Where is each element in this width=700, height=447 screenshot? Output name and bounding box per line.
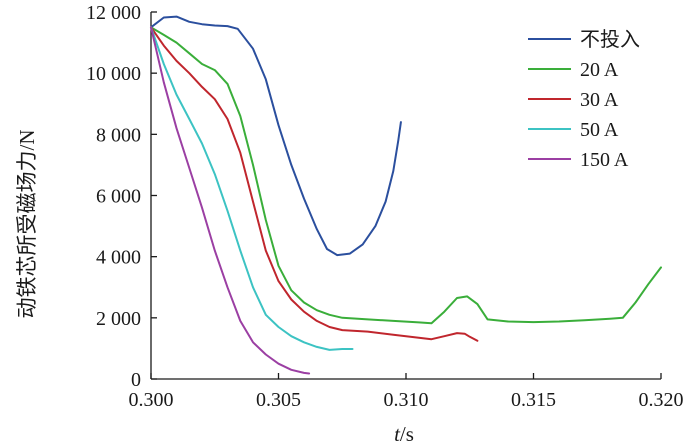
- x-tick-label: 0.305: [256, 389, 301, 411]
- series-lines: [150, 15, 662, 375]
- series-line-3: [150, 26, 354, 351]
- y-tick-label: 8 000: [96, 124, 141, 146]
- axes: [150, 11, 662, 380]
- y-tick-label: 10 000: [86, 63, 141, 85]
- series-line-4: [150, 26, 311, 375]
- legend-label: 50 A: [580, 119, 619, 141]
- y-tick-label: 4 000: [96, 247, 141, 269]
- x-axis-title-unit: /s: [400, 422, 414, 446]
- y-tick-label: 2 000: [96, 308, 141, 330]
- series-line-2: [150, 26, 479, 342]
- x-tick-label: 0.320: [639, 389, 684, 411]
- y-tick-label: 12 000: [86, 2, 141, 24]
- legend-label: 150 A: [580, 149, 629, 171]
- legend-label: 20 A: [580, 59, 619, 81]
- tick-labels: 0 2 000 4 000 6 000 8 000 10 000 12 000 0.300 0.…: [86, 2, 684, 411]
- x-tick-label: 0.300: [129, 389, 174, 411]
- series-line-0: [150, 15, 402, 257]
- y-tick-label: 0: [131, 369, 141, 391]
- x-tick-label: 0.315: [511, 389, 556, 411]
- x-tick-label: 0.310: [384, 389, 429, 411]
- x-axis-title-variable: t: [394, 422, 401, 446]
- legend: 不投入 20 A 30 A 50 A 150 A: [528, 28, 640, 171]
- legend-label: 不投入: [580, 28, 640, 51]
- y-axis-title: 动铁芯所受磁场力/N: [15, 130, 39, 319]
- legend-label: 30 A: [580, 89, 619, 111]
- series-line-1: [150, 26, 662, 325]
- x-axis-title: t/s: [394, 422, 414, 446]
- y-tick-label: 6 000: [96, 186, 141, 208]
